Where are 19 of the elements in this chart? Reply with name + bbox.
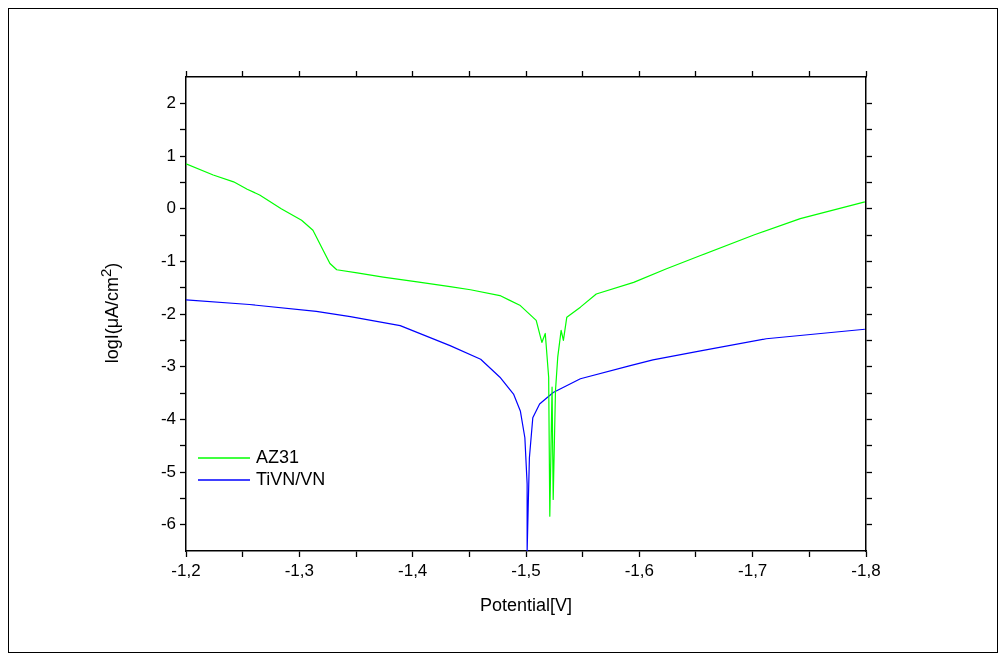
x-tick-label: -1,3: [284, 560, 314, 580]
y-tick-label: -5: [160, 461, 176, 481]
y-tick-label: -2: [160, 303, 176, 323]
y-tick-label: -3: [160, 356, 176, 376]
y-tick-label: 1: [166, 145, 176, 165]
y-tick-label: 0: [166, 198, 176, 218]
y-tick-label: 2: [166, 93, 176, 113]
x-tick-label: -1,8: [851, 560, 881, 580]
x-tick-label: -1,5: [511, 560, 541, 580]
y-tick-label: -1: [160, 251, 176, 271]
legend-label: TiVN/VN: [256, 468, 326, 489]
x-tick-label: -1,2: [171, 560, 201, 580]
x-tick-label: -1,7: [738, 560, 768, 580]
legend-label: AZ31: [256, 446, 300, 467]
x-tick-label: -1,4: [398, 560, 428, 580]
x-tick-label: -1,6: [624, 560, 654, 580]
x-axis-title: Potential[V]: [479, 595, 573, 616]
y-tick-label: -4: [160, 409, 176, 429]
y-tick-label: -6: [160, 514, 176, 534]
